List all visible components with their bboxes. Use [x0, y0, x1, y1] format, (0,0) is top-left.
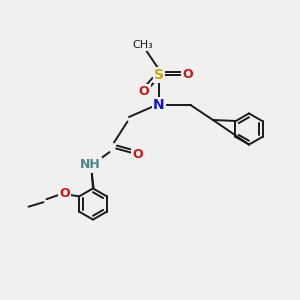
Text: O: O	[133, 148, 143, 161]
Text: CH₃: CH₃	[132, 40, 153, 50]
Text: O: O	[59, 187, 70, 200]
Text: S: S	[154, 68, 164, 82]
Text: NH: NH	[80, 158, 100, 172]
Text: O: O	[182, 68, 193, 82]
Text: N: N	[153, 98, 165, 112]
Text: O: O	[139, 85, 149, 98]
